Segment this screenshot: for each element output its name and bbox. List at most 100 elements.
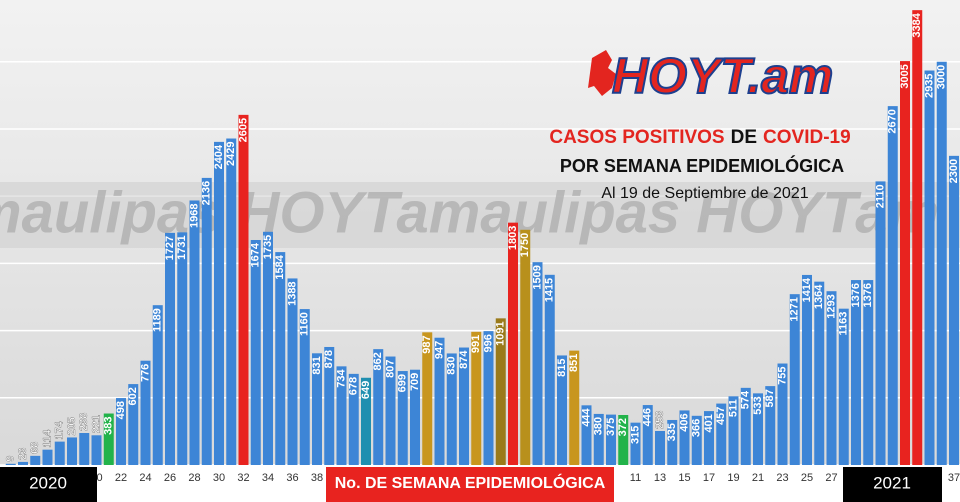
x-tick-label: 28 (188, 472, 200, 484)
x-tick-label: 27 (825, 472, 837, 484)
bar (5, 463, 16, 465)
bar (446, 353, 457, 465)
value-label: 755 (776, 367, 788, 385)
value-label: 1293 (825, 294, 837, 318)
value-label: 511 (727, 399, 739, 417)
value-label: 2935 (923, 74, 935, 98)
value-label: 830 (446, 356, 458, 374)
bar (214, 141, 224, 465)
bar (165, 232, 175, 465)
value-label: 446 (642, 408, 654, 426)
bar (863, 280, 874, 465)
bar (361, 377, 371, 465)
x-tick-label: 22 (115, 472, 127, 484)
watermark-band (0, 182, 960, 248)
x-tick-label: 38 (311, 472, 323, 484)
bar (691, 415, 702, 465)
bar (814, 281, 825, 465)
title-part: CASOS POSITIVOS (549, 127, 724, 148)
bar (667, 419, 678, 465)
bar (838, 308, 849, 465)
value-label: 851 (568, 354, 580, 372)
bar (581, 405, 592, 465)
bar (777, 363, 788, 465)
value-label: 1364 (813, 284, 825, 309)
value-label: 2429 (225, 142, 237, 166)
year-box (0, 467, 97, 502)
x-tick-label: 17 (703, 472, 715, 484)
x-tick-label: 30 (213, 472, 225, 484)
value-label: 380 (593, 417, 605, 435)
value-label: 68 (29, 442, 41, 454)
x-tick-label: 26 (164, 472, 176, 484)
value-label: 1271 (789, 297, 801, 321)
value-label: 862 (372, 352, 384, 370)
value-label: 406 (678, 413, 690, 431)
logo-part: HOYT (612, 48, 755, 104)
logo-map (588, 50, 616, 96)
value-label: 574 (740, 390, 752, 409)
x-tick-label: 11 (630, 472, 641, 484)
value-label: 947 (433, 341, 445, 359)
x-tick-label: 37 (948, 472, 960, 484)
bar (508, 222, 518, 465)
value-label: 874 (458, 350, 470, 369)
value-label: 3005 (899, 64, 911, 88)
value-label: 1509 (531, 265, 543, 289)
bar (103, 413, 114, 465)
x-tick-label: 13 (654, 472, 666, 484)
bar (140, 360, 151, 465)
bar (900, 61, 910, 465)
value-label: 375 (605, 418, 617, 436)
bar (459, 347, 469, 465)
value-label: 533 (752, 396, 764, 414)
value-label: 1415 (544, 278, 556, 302)
bar (275, 252, 286, 465)
bar (434, 337, 445, 465)
value-label: 734 (335, 368, 347, 387)
value-label: 2136 (201, 181, 213, 205)
value-label: 987 (421, 335, 433, 353)
title-part: COVID-19 (763, 127, 851, 148)
bar (544, 274, 555, 465)
value-label: 678 (348, 377, 360, 395)
bar (887, 106, 898, 465)
value-label: 1163 (838, 312, 850, 336)
value-label: 1376 (862, 283, 874, 307)
bar (312, 353, 322, 465)
value-label: 366 (691, 419, 703, 437)
value-label: 383 (103, 417, 115, 435)
value-label: 2404 (213, 144, 225, 169)
bar (373, 349, 384, 465)
logo: HOYT.am (588, 47, 834, 105)
bar (471, 331, 482, 465)
value-label: 1376 (850, 283, 862, 307)
bar (655, 430, 665, 465)
value-label: 649 (360, 381, 372, 399)
bar (630, 422, 641, 465)
bar (299, 309, 310, 465)
value-label: 807 (384, 360, 396, 378)
bar (116, 398, 126, 465)
x-tick-label: 24 (139, 472, 151, 484)
bar (753, 393, 763, 465)
x-tick-label: 23 (776, 472, 788, 484)
bar (936, 61, 947, 465)
bar (152, 305, 163, 465)
title-part: DE (731, 127, 757, 148)
bar (422, 332, 433, 465)
bar (18, 461, 28, 465)
value-label: 1160 (299, 312, 311, 336)
value-label: 776 (139, 364, 151, 382)
value-label: 205 (66, 417, 78, 435)
x-label-box (326, 467, 614, 502)
value-label: 1968 (188, 203, 200, 227)
value-label: 1584 (274, 254, 286, 279)
bar (238, 114, 249, 465)
bar (704, 411, 714, 465)
value-label: 335 (666, 423, 678, 441)
year-label: 2020 (29, 473, 67, 492)
bar (67, 437, 77, 465)
bar (397, 371, 408, 465)
bar (912, 10, 923, 466)
